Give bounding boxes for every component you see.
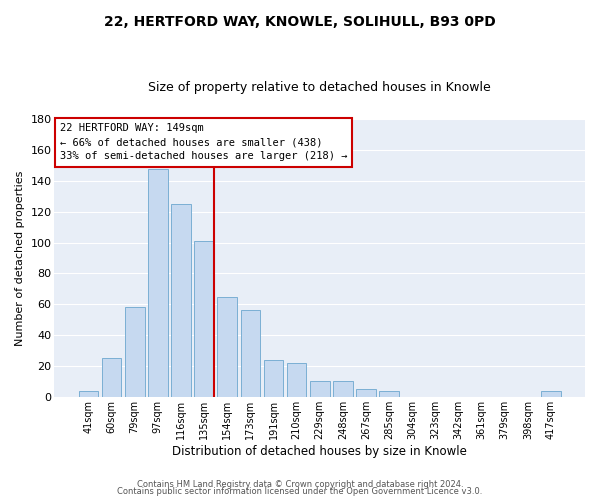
Bar xyxy=(79,390,98,397)
X-axis label: Distribution of detached houses by size in Knowle: Distribution of detached houses by size … xyxy=(172,444,467,458)
Bar xyxy=(194,241,214,397)
Bar xyxy=(171,204,191,397)
Title: Size of property relative to detached houses in Knowle: Size of property relative to detached ho… xyxy=(148,82,491,94)
Bar xyxy=(148,168,167,397)
Bar xyxy=(333,382,353,397)
Text: 22, HERTFORD WAY, KNOWLE, SOLIHULL, B93 0PD: 22, HERTFORD WAY, KNOWLE, SOLIHULL, B93 … xyxy=(104,15,496,29)
Text: Contains public sector information licensed under the Open Government Licence v3: Contains public sector information licen… xyxy=(118,488,482,496)
Text: Contains HM Land Registry data © Crown copyright and database right 2024.: Contains HM Land Registry data © Crown c… xyxy=(137,480,463,489)
Bar xyxy=(379,390,399,397)
Bar xyxy=(102,358,121,397)
Bar xyxy=(217,296,237,397)
Bar xyxy=(263,360,283,397)
Bar xyxy=(287,363,307,397)
Bar xyxy=(541,390,561,397)
Bar xyxy=(310,382,329,397)
Bar xyxy=(356,389,376,397)
Bar xyxy=(241,310,260,397)
Bar xyxy=(125,308,145,397)
Y-axis label: Number of detached properties: Number of detached properties xyxy=(15,170,25,346)
Text: 22 HERTFORD WAY: 149sqm
← 66% of detached houses are smaller (438)
33% of semi-d: 22 HERTFORD WAY: 149sqm ← 66% of detache… xyxy=(60,124,347,162)
